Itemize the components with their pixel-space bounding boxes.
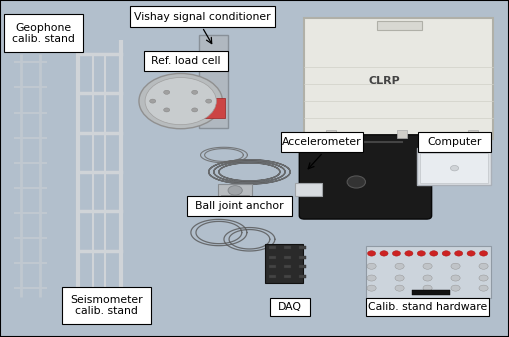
Circle shape bbox=[367, 285, 376, 291]
Circle shape bbox=[347, 176, 365, 188]
Circle shape bbox=[430, 251, 438, 256]
Circle shape bbox=[479, 251, 488, 256]
Circle shape bbox=[164, 90, 170, 94]
Bar bbox=[295, 183, 322, 196]
Circle shape bbox=[163, 108, 169, 112]
Text: Computer: Computer bbox=[428, 137, 482, 147]
Bar bbox=[284, 275, 291, 278]
Circle shape bbox=[451, 285, 460, 291]
Circle shape bbox=[145, 78, 216, 125]
Text: Accelerometer: Accelerometer bbox=[282, 137, 362, 147]
Circle shape bbox=[405, 251, 413, 256]
Circle shape bbox=[467, 251, 475, 256]
FancyBboxPatch shape bbox=[144, 51, 228, 71]
Circle shape bbox=[395, 275, 404, 281]
FancyBboxPatch shape bbox=[62, 287, 151, 324]
Bar bbox=[269, 255, 276, 259]
Bar bbox=[299, 246, 306, 249]
Bar bbox=[269, 265, 276, 269]
Circle shape bbox=[191, 90, 197, 94]
Text: Vishay signal conditioner: Vishay signal conditioner bbox=[134, 11, 271, 22]
Circle shape bbox=[367, 251, 376, 256]
Bar bbox=[269, 246, 276, 249]
Text: DAQ: DAQ bbox=[278, 302, 302, 312]
Circle shape bbox=[228, 186, 242, 195]
Circle shape bbox=[395, 263, 404, 269]
Text: Calib. stand hardware: Calib. stand hardware bbox=[368, 302, 487, 312]
Circle shape bbox=[479, 275, 488, 281]
FancyBboxPatch shape bbox=[366, 298, 489, 316]
Text: Geophone
calib. stand: Geophone calib. stand bbox=[12, 23, 75, 44]
Bar bbox=[265, 244, 303, 283]
Bar bbox=[417, 148, 491, 185]
Text: Seismometer
calib. stand: Seismometer calib. stand bbox=[70, 295, 143, 316]
Bar bbox=[199, 35, 228, 128]
Text: CLRP: CLRP bbox=[369, 76, 400, 86]
Circle shape bbox=[423, 285, 432, 291]
Circle shape bbox=[395, 285, 404, 291]
Bar bbox=[304, 18, 493, 139]
Circle shape bbox=[455, 251, 463, 256]
Bar bbox=[299, 265, 306, 269]
Circle shape bbox=[479, 263, 488, 269]
Text: Ball joint anchor: Ball joint anchor bbox=[195, 201, 284, 211]
Bar bbox=[397, 130, 407, 138]
Bar bbox=[284, 246, 291, 249]
Bar bbox=[468, 130, 478, 138]
Bar bbox=[299, 275, 306, 278]
FancyBboxPatch shape bbox=[299, 135, 432, 219]
Circle shape bbox=[423, 275, 432, 281]
Text: Ref. load cell: Ref. load cell bbox=[151, 56, 220, 66]
FancyBboxPatch shape bbox=[4, 14, 83, 52]
FancyBboxPatch shape bbox=[418, 132, 491, 152]
Bar bbox=[420, 153, 488, 183]
Circle shape bbox=[367, 263, 376, 269]
FancyBboxPatch shape bbox=[281, 132, 363, 152]
Circle shape bbox=[191, 108, 197, 112]
Circle shape bbox=[150, 99, 156, 103]
FancyBboxPatch shape bbox=[270, 298, 310, 316]
Bar bbox=[269, 275, 276, 278]
Circle shape bbox=[417, 251, 426, 256]
Bar bbox=[221, 195, 249, 200]
Bar bbox=[201, 98, 225, 118]
Circle shape bbox=[423, 263, 432, 269]
Bar bbox=[412, 290, 450, 295]
Circle shape bbox=[450, 165, 459, 171]
Circle shape bbox=[367, 275, 376, 281]
Circle shape bbox=[442, 251, 450, 256]
Circle shape bbox=[380, 251, 388, 256]
Bar bbox=[299, 255, 306, 259]
Bar bbox=[284, 265, 291, 269]
Circle shape bbox=[206, 99, 212, 103]
Bar bbox=[326, 130, 336, 138]
Circle shape bbox=[479, 285, 488, 291]
FancyBboxPatch shape bbox=[130, 6, 275, 27]
Circle shape bbox=[451, 263, 460, 269]
Circle shape bbox=[451, 275, 460, 281]
Bar bbox=[284, 255, 291, 259]
Bar bbox=[218, 184, 252, 197]
Circle shape bbox=[392, 251, 401, 256]
Bar bbox=[377, 21, 422, 30]
Bar bbox=[366, 246, 491, 298]
FancyBboxPatch shape bbox=[187, 196, 292, 216]
Circle shape bbox=[139, 73, 222, 129]
